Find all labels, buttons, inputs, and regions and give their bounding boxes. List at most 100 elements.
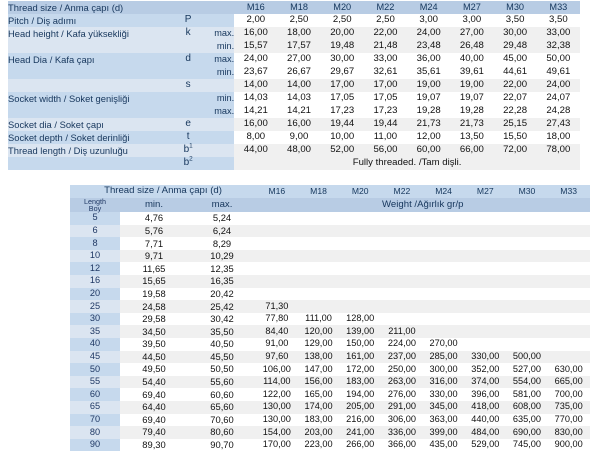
weight-value	[547, 274, 590, 288]
length-max: 45,50	[188, 350, 256, 364]
weights-thread-size-header-M33: M33	[547, 185, 590, 198]
weight-value	[297, 237, 340, 250]
dimension-value: 16,00	[234, 118, 278, 131]
dimension-value: 20,00	[320, 27, 364, 40]
dimension-value: 18,00	[536, 131, 580, 144]
screw-length: 25	[70, 300, 120, 313]
length-max: 65,60	[188, 400, 256, 414]
weight-value: 122,00	[256, 388, 298, 401]
thread-length-name-continued	[8, 157, 176, 170]
weight-value: 418,00	[464, 400, 507, 414]
weight-value: 128,00	[339, 312, 382, 326]
weight-value: 440,00	[464, 413, 507, 427]
length-max: 10,29	[188, 249, 256, 263]
length-max: 40,50	[188, 337, 256, 351]
weight-value: 900,00	[547, 438, 590, 451]
weight-row: 80 79,40 80,60 154,00 203,00 241,00 336,00 399,…	[70, 426, 590, 439]
length-min: 64,40	[120, 400, 188, 414]
dimension-row: Head Dia / Kafa çapı d max. 24,00 27,00 30,00…	[8, 53, 580, 66]
weight-row: 30 29,58 30,42 77,80 111,00 128,00	[70, 312, 590, 326]
weight-value: 77,80	[256, 312, 298, 326]
screw-length: 30	[70, 312, 120, 326]
weight-value	[422, 287, 465, 301]
weight-value	[381, 224, 423, 238]
dimension-name: Socket depth / Soket derinliği	[8, 131, 176, 144]
weight-value: 500,00	[506, 350, 548, 364]
weight-value	[506, 312, 548, 326]
thread-size-header-M30: M30	[493, 1, 537, 14]
length-min: 54,40	[120, 375, 188, 389]
weight-value	[464, 212, 507, 225]
weight-value	[464, 325, 507, 338]
weight-row: 90 89,30 90,70 170,00 223,00 266,00 366,00 435,…	[70, 438, 590, 451]
weight-value: 216,00	[339, 413, 382, 427]
length-max: 25,42	[188, 300, 256, 313]
weight-value: 306,00	[381, 413, 423, 427]
weight-value: 330,00	[422, 388, 465, 401]
dimension-value: 2,50	[277, 14, 321, 27]
weight-value: 263,00	[381, 375, 423, 389]
weight-value	[256, 224, 298, 238]
weight-value: 71,30	[256, 300, 298, 313]
dimension-limit: min.	[201, 40, 235, 53]
weight-row: 16 15,65 16,35	[70, 274, 590, 288]
length-max: 12,35	[188, 262, 256, 275]
dimension-value: 36,00	[407, 53, 451, 66]
weight-value: 174,00	[297, 400, 340, 414]
weight-value: 300,00	[422, 363, 465, 376]
length-max: 50,50	[188, 363, 256, 376]
weight-value: 330,00	[464, 350, 507, 364]
weight-value	[547, 287, 590, 301]
weight-value: 276,00	[381, 388, 423, 401]
length-max: 80,60	[188, 426, 256, 439]
weight-value: 690,00	[506, 426, 548, 439]
weight-value	[339, 274, 382, 288]
weight-value	[506, 337, 548, 351]
weight-value	[381, 312, 423, 326]
dimension-row: Socket depth / Soket derinliği t 8,00 9,00 1…	[8, 131, 580, 144]
screw-length: 8	[70, 237, 120, 250]
weights-thread-size-header-M27: M27	[464, 185, 507, 198]
dimension-value: 14,00	[277, 79, 321, 92]
length-min: 4,76	[120, 212, 188, 225]
weight-value	[464, 312, 507, 326]
weight-value: 665,00	[547, 375, 590, 389]
dimension-value: 16,00	[277, 118, 321, 131]
weight-row: 5 4,76 5,24	[70, 212, 590, 225]
dimension-value: 17,23	[320, 105, 364, 118]
weight-value	[506, 300, 548, 313]
weight-value: 138,00	[297, 350, 340, 364]
weight-value: 291,00	[381, 400, 423, 414]
length-min: 11,65	[120, 262, 188, 275]
dimension-symbol: e	[175, 118, 202, 131]
weight-value	[547, 262, 590, 275]
dimension-value: 21,48	[363, 40, 408, 53]
length-max: 90,70	[188, 438, 256, 451]
length-min: 69,40	[120, 413, 188, 427]
dimension-value: 30,00	[493, 27, 537, 40]
length-max: 6,24	[188, 224, 256, 238]
weight-value: 366,00	[381, 438, 423, 451]
weight-value: 363,00	[422, 413, 465, 427]
dimension-value: 17,05	[320, 92, 364, 105]
dimension-value: 14,00	[234, 79, 278, 92]
weight-value	[422, 274, 465, 288]
dimension-value: 24,00	[407, 27, 451, 40]
thread-size-header-M16: M16	[234, 1, 278, 14]
dimension-value: 10,00	[320, 131, 364, 144]
weight-value	[256, 287, 298, 301]
dimension-value: 12,00	[407, 131, 451, 144]
weight-value: 84,40	[256, 325, 298, 338]
weight-row: 20 19,58 20,42	[70, 287, 590, 301]
weight-value	[297, 249, 340, 263]
weight-value	[547, 325, 590, 338]
weight-value: 266,00	[339, 438, 382, 451]
weight-row: 55 54,40 55,60 114,00 156,00 183,00 263,00 316,…	[70, 375, 590, 389]
dimension-value: 2,00	[234, 14, 278, 27]
length-min: 5,76	[120, 224, 188, 238]
screw-length: 40	[70, 337, 120, 351]
weight-row: 6 5,76 6,24	[70, 224, 590, 238]
length-min: 9,71	[120, 249, 188, 263]
weight-value: 374,00	[464, 375, 507, 389]
